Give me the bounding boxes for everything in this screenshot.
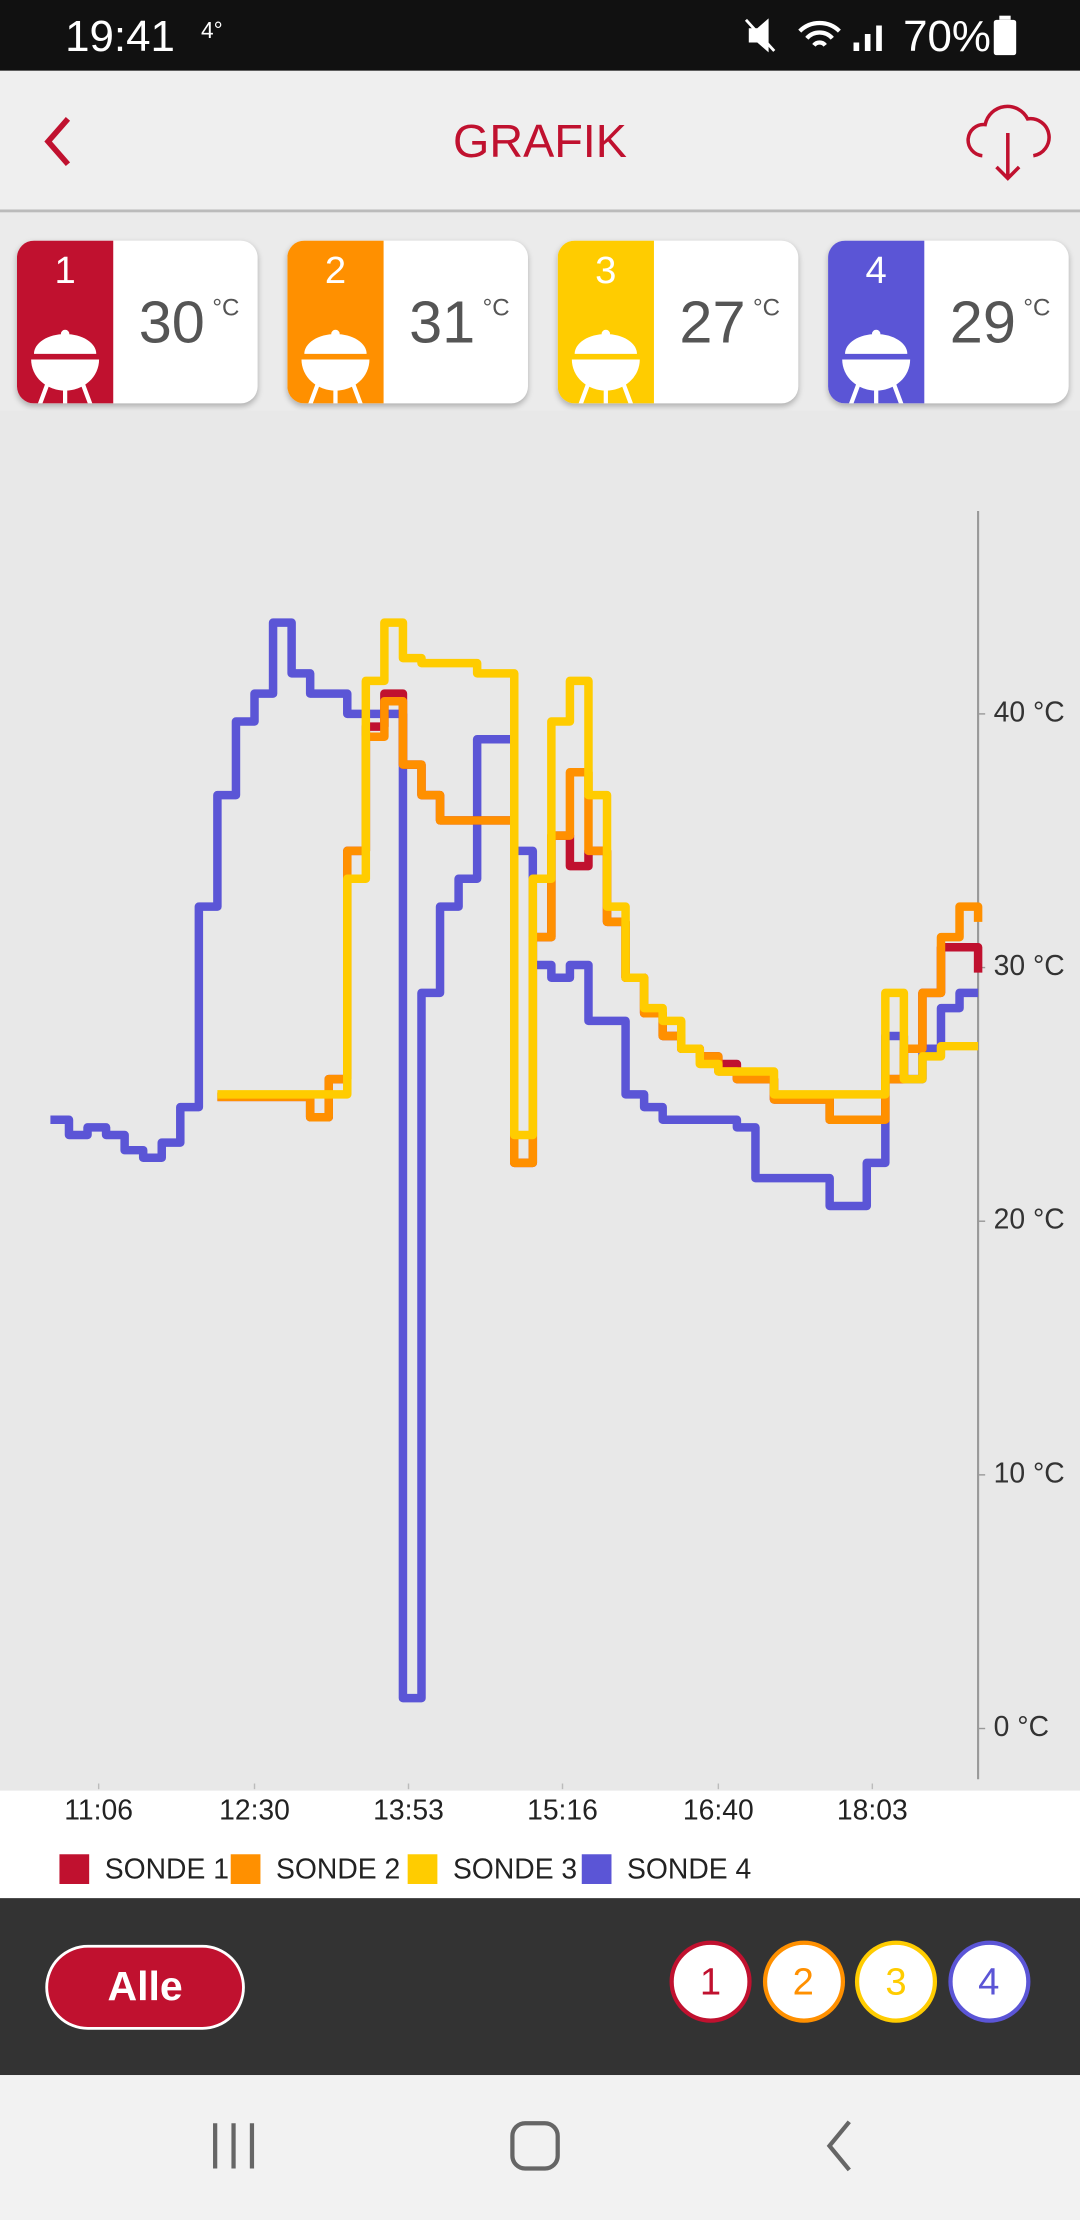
x-tick-label: 12:30 bbox=[219, 1793, 290, 1825]
legend-swatch bbox=[407, 1854, 438, 1884]
grill-icon bbox=[571, 329, 640, 404]
weather: 4° bbox=[200, 19, 223, 44]
probe-number: 4 bbox=[865, 249, 887, 292]
legend-swatch bbox=[581, 1854, 612, 1884]
y-tick-label: 10 °C bbox=[994, 1456, 1065, 1488]
probe-unit: °C bbox=[212, 294, 240, 322]
probe-number: 2 bbox=[324, 249, 347, 292]
probe-filter-button[interactable]: 3 bbox=[854, 1940, 938, 2023]
probe-number: 1 bbox=[54, 249, 76, 292]
probe-unit: °C bbox=[482, 294, 510, 322]
probe-color: 1 bbox=[16, 240, 114, 404]
x-tick-label: 11:06 bbox=[64, 1793, 133, 1825]
nav-bar bbox=[0, 2075, 1080, 2220]
legend-label: SONDE 1 bbox=[105, 1853, 229, 1885]
probe-unit: °C bbox=[1023, 294, 1051, 322]
grill-icon bbox=[31, 329, 100, 404]
probe-temperature: 31 bbox=[409, 288, 476, 356]
grill-icon bbox=[301, 329, 370, 404]
probe-card[interactable]: 1 30 °C bbox=[16, 240, 258, 404]
probe-card[interactable]: 4 29 °C bbox=[828, 240, 1069, 404]
x-axis-panel bbox=[0, 1790, 1080, 1899]
clock: 19:41 bbox=[65, 11, 175, 61]
y-tick-label: 0 °C bbox=[994, 1710, 1049, 1742]
header-title: GRAFIK bbox=[453, 114, 627, 168]
x-tick-label: 16:40 bbox=[683, 1793, 754, 1825]
x-tick-label: 18:03 bbox=[837, 1793, 908, 1825]
series-line bbox=[50, 618, 979, 1703]
status-icons bbox=[744, 18, 882, 53]
header: GRAFIK bbox=[0, 70, 1080, 213]
probe-color: 2 bbox=[287, 240, 384, 404]
x-tick-label: 13:53 bbox=[373, 1793, 444, 1825]
y-tick-label: 20 °C bbox=[994, 1203, 1065, 1235]
probe-number: 3 bbox=[595, 249, 617, 292]
legend-label: SONDE 2 bbox=[276, 1853, 400, 1885]
plot-background bbox=[0, 410, 1080, 1791]
back-button[interactable] bbox=[37, 113, 79, 170]
legend-label: SONDE 3 bbox=[453, 1853, 577, 1885]
status-bar: 19:41 4° 70% bbox=[0, 0, 1080, 71]
grill-icon bbox=[842, 329, 911, 404]
probe-card[interactable]: 2 31 °C bbox=[287, 240, 528, 404]
probe-color: 4 bbox=[828, 240, 925, 404]
battery: 70% bbox=[903, 11, 991, 61]
probe-temperature: 27 bbox=[679, 288, 746, 356]
probe-filter-button[interactable]: 4 bbox=[947, 1940, 1030, 2023]
probe-filter-button[interactable]: 1 bbox=[669, 1940, 752, 2023]
probe-temperature: 29 bbox=[949, 288, 1016, 356]
probe-temperature: 30 bbox=[138, 288, 205, 356]
all-button[interactable]: Alle bbox=[45, 1944, 245, 2030]
series-line bbox=[217, 618, 979, 1140]
probe-color: 3 bbox=[557, 240, 654, 404]
nav-icons bbox=[213, 2120, 851, 2172]
y-tick-label: 40 °C bbox=[994, 695, 1065, 727]
x-tick-label: 15:16 bbox=[527, 1793, 598, 1825]
cloud-download[interactable] bbox=[963, 99, 1054, 184]
probe-unit: °C bbox=[753, 294, 781, 322]
battery-icon bbox=[993, 15, 1017, 56]
probe-card[interactable]: 3 27 °C bbox=[557, 240, 799, 404]
legend-label: SONDE 4 bbox=[627, 1853, 751, 1885]
legend-swatch bbox=[59, 1854, 90, 1884]
legend-swatch bbox=[230, 1854, 261, 1884]
y-tick-label: 30 °C bbox=[994, 949, 1065, 981]
probe-filter-button[interactable]: 2 bbox=[762, 1940, 845, 2023]
